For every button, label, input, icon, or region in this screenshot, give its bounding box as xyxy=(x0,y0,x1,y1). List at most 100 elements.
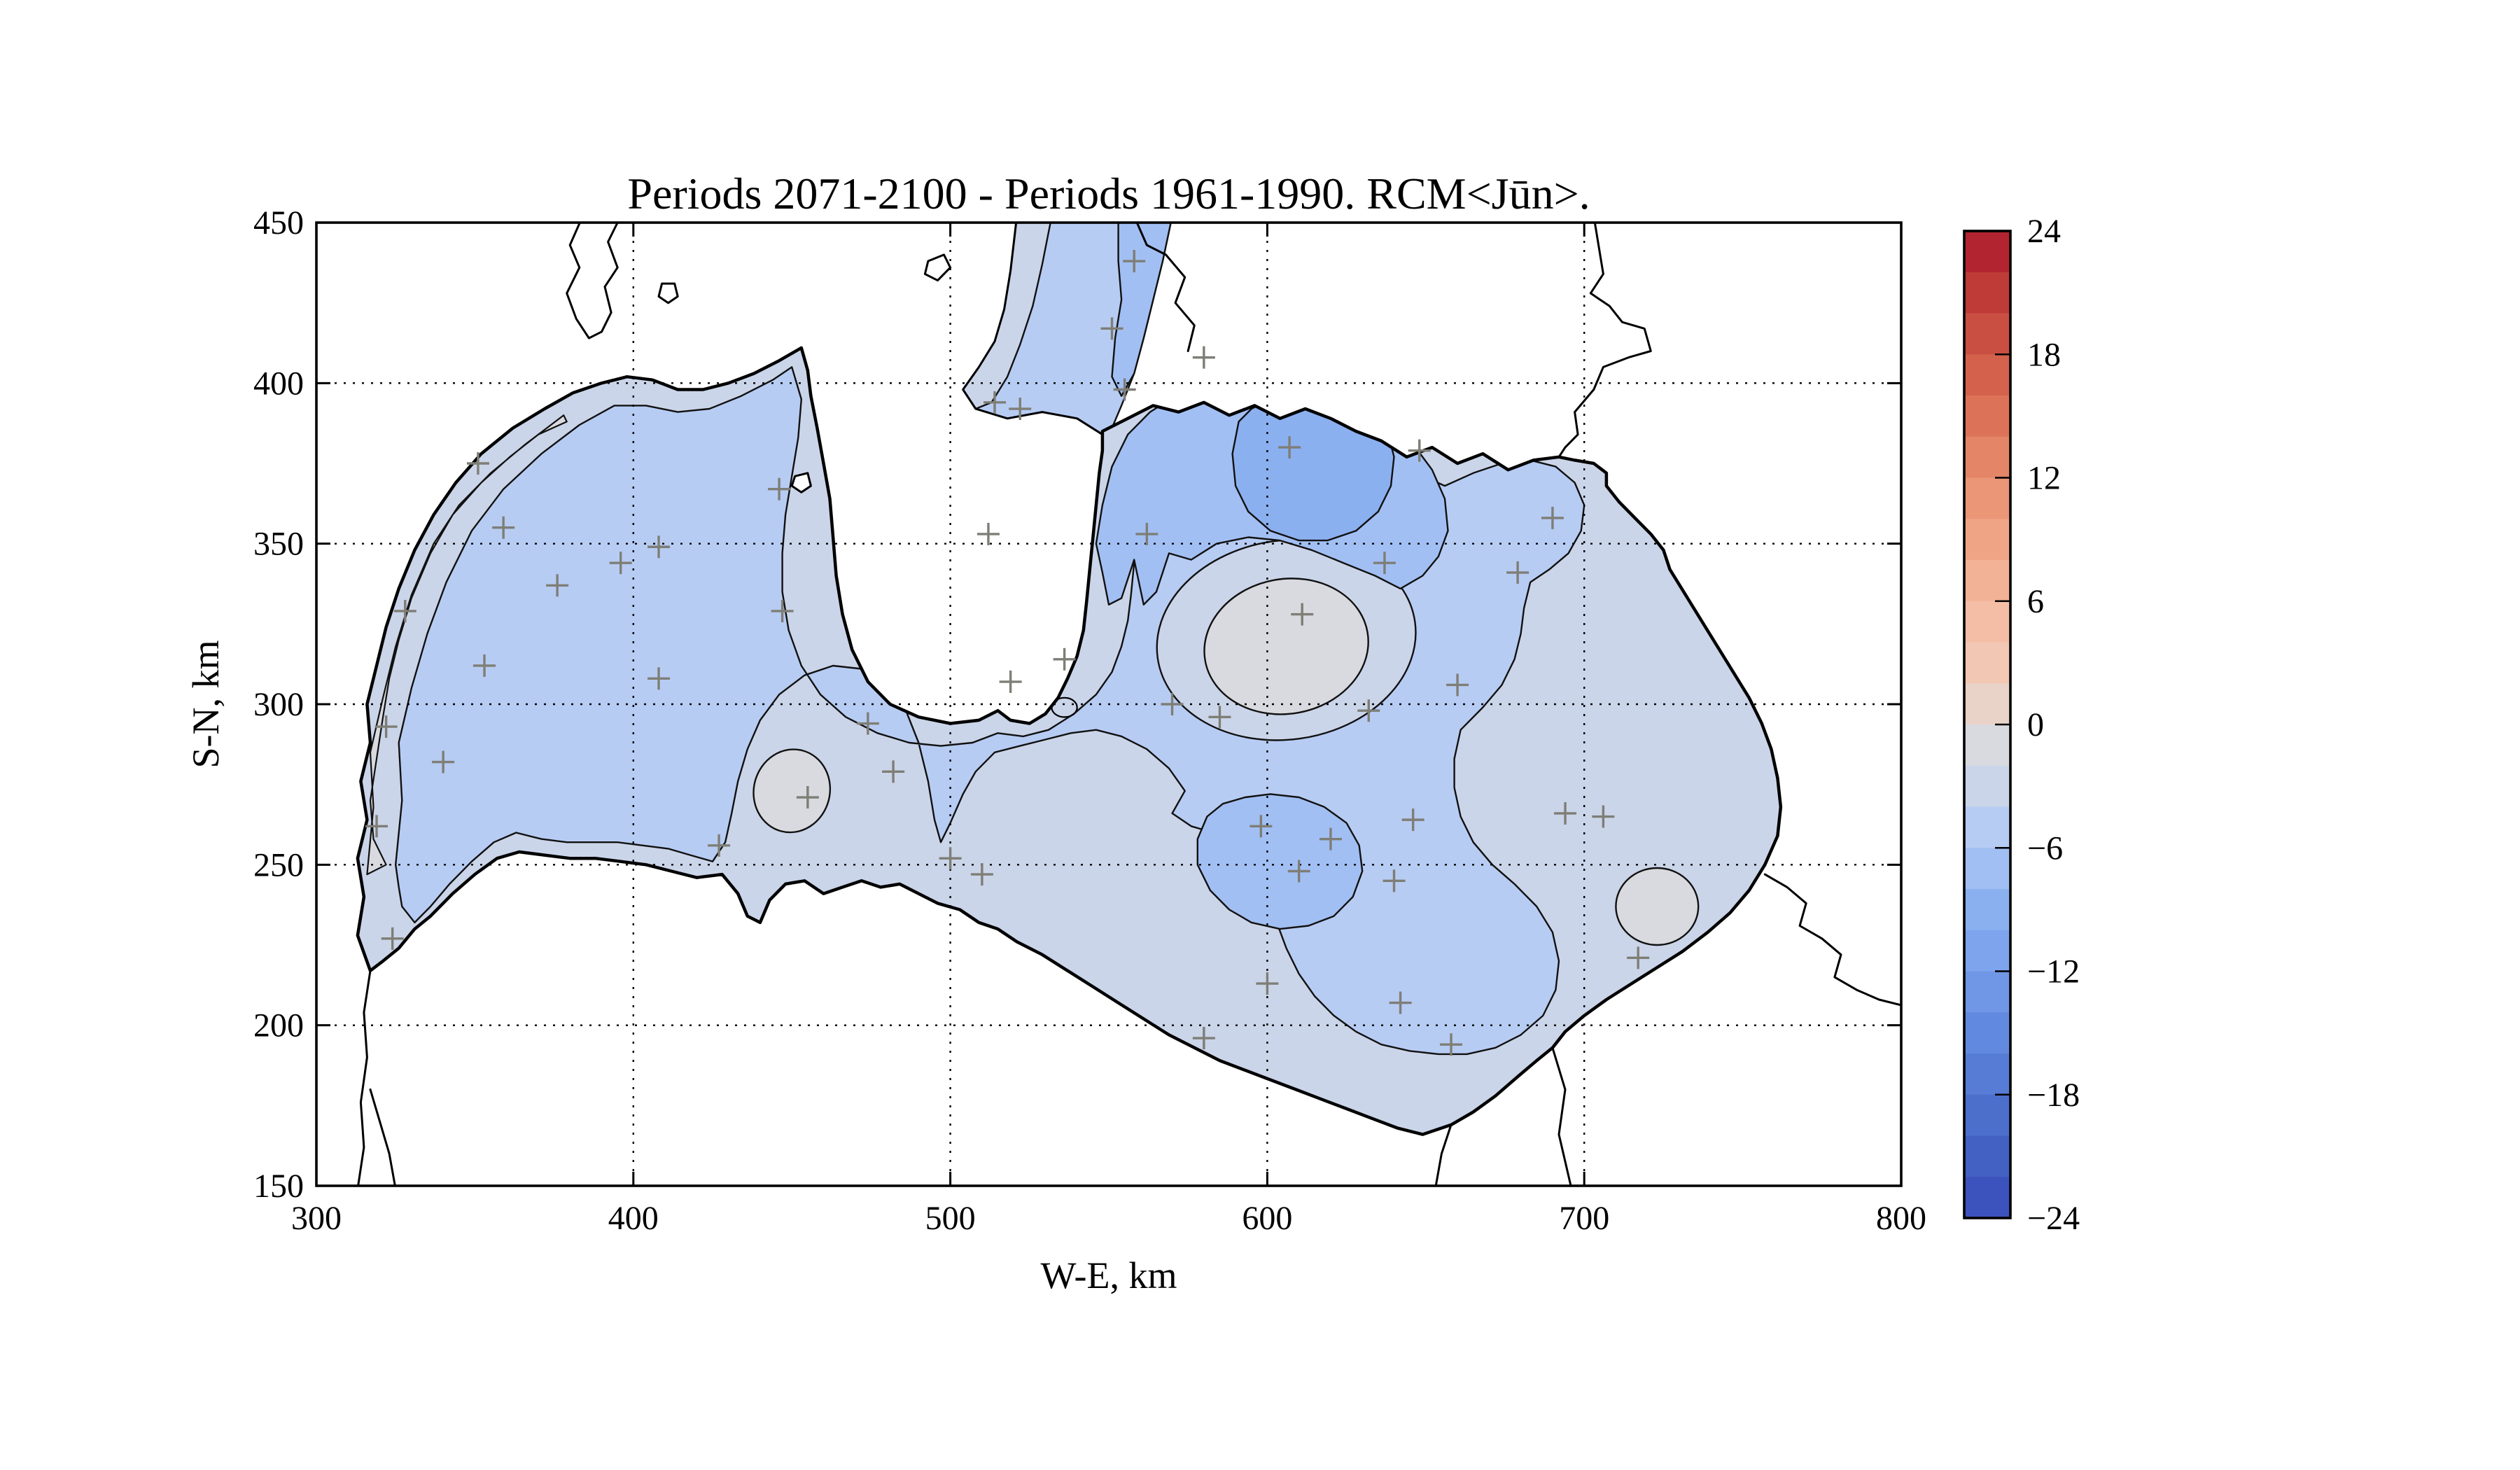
y-axis-tick-label: 150 xyxy=(253,1168,304,1205)
station-marker xyxy=(970,863,993,886)
station-marker xyxy=(882,760,905,783)
x-axis-tick-label: 800 xyxy=(1876,1200,1926,1237)
station-markers xyxy=(365,250,1650,1056)
x-axis-tick-label: 500 xyxy=(925,1200,976,1237)
station-marker xyxy=(1250,815,1273,838)
colorbar-band xyxy=(1964,560,2010,602)
band-minus6-minus8-south xyxy=(1196,793,1364,930)
station-marker xyxy=(365,815,388,838)
island-3 xyxy=(923,253,952,282)
station-marker xyxy=(708,834,731,857)
border-line-0 xyxy=(962,223,1104,436)
island-1 xyxy=(657,282,679,304)
colorbar-band xyxy=(1964,642,2010,685)
station-marker xyxy=(466,452,489,475)
colorbar-band xyxy=(1964,683,2010,725)
colorbar-band xyxy=(1964,971,2010,1014)
colorbar-tick-label: −12 xyxy=(2027,953,2080,990)
colorbar-band xyxy=(1964,313,2010,356)
station-marker xyxy=(472,654,496,677)
colorbar-tick-label: −24 xyxy=(2027,1200,2080,1237)
station-marker xyxy=(939,847,962,870)
y-axis-title: S-N, km xyxy=(185,640,227,768)
station-marker xyxy=(492,516,515,539)
station-marker xyxy=(1053,648,1076,671)
colorbar-band xyxy=(1964,930,2010,972)
colorbar-band xyxy=(1964,354,2010,396)
station-marker xyxy=(1256,972,1279,995)
contour-band-ne-strip-dark xyxy=(1111,223,1172,397)
station-marker xyxy=(1389,991,1412,1014)
station-marker xyxy=(1123,250,1146,273)
colorbar-tick-label: 24 xyxy=(2027,213,2061,250)
map-layer xyxy=(356,223,1901,1186)
border-line-1 xyxy=(1135,223,1196,352)
station-marker xyxy=(1506,561,1530,584)
colorbar-band xyxy=(1964,806,2010,849)
station-marker xyxy=(1592,805,1615,828)
station-marker xyxy=(1192,346,1215,369)
grid-layer xyxy=(316,223,1901,1186)
station-marker xyxy=(983,391,1006,414)
station-marker xyxy=(1287,860,1310,883)
x-axis-tick-label: 600 xyxy=(1242,1200,1292,1237)
colorbar-band xyxy=(1964,765,2010,808)
station-marker xyxy=(1357,699,1380,722)
station-marker xyxy=(1446,673,1469,696)
station-marker xyxy=(1135,522,1158,545)
band-0-minus2-coast-strip xyxy=(366,414,568,876)
station-marker xyxy=(1541,506,1564,529)
x-axis-tick-label: 400 xyxy=(608,1200,659,1237)
axes-frame xyxy=(315,221,1903,1187)
station-marker xyxy=(1373,552,1396,575)
station-marker xyxy=(771,599,794,622)
colorbar-band xyxy=(1964,1012,2010,1054)
border-line-2 xyxy=(1558,223,1652,458)
colorbar: 24 18 12 6 0 −6 −12 −18 −24 xyxy=(1963,213,2080,1237)
island-2 xyxy=(790,472,812,493)
station-marker xyxy=(1009,398,1032,421)
station-marker xyxy=(1100,317,1124,340)
colorbar-band xyxy=(1964,272,2010,314)
station-marker xyxy=(1408,439,1431,462)
colorbar-band xyxy=(1964,519,2010,561)
colorbar-band xyxy=(1964,1054,2010,1096)
station-marker xyxy=(1627,946,1650,969)
station-marker xyxy=(546,574,569,597)
y-axis-tick-label: 400 xyxy=(253,365,304,402)
station-marker xyxy=(1113,378,1136,401)
colorbar-band xyxy=(1964,889,2010,931)
y-axis-tick-label: 450 xyxy=(253,204,304,241)
colorbar-band xyxy=(1964,1135,2010,1178)
colorbar-band xyxy=(1964,231,2010,273)
colorbar-tick-label: −6 xyxy=(2027,830,2063,867)
colorbar-tick-label: 18 xyxy=(2027,336,2061,373)
y-axis-tick-label: 350 xyxy=(253,526,304,563)
station-marker xyxy=(976,522,1000,545)
station-marker xyxy=(432,750,455,774)
latvia-outline xyxy=(356,346,1783,1136)
station-marker xyxy=(999,670,1022,693)
colorbar-tick-label: 0 xyxy=(2027,706,2044,743)
band-0-minus2-central xyxy=(1203,578,1369,715)
station-marker xyxy=(374,715,398,738)
station-marker xyxy=(1554,802,1577,825)
colorbar-tick-label: −18 xyxy=(2027,1077,2080,1114)
colorbar-band xyxy=(1964,724,2010,766)
island-0 xyxy=(566,223,619,340)
colorbar-band xyxy=(1964,601,2010,643)
station-marker xyxy=(609,552,632,575)
station-marker xyxy=(768,477,791,500)
border-line-5 xyxy=(1434,1124,1452,1186)
lake-outline xyxy=(1051,696,1078,718)
station-marker xyxy=(1401,808,1424,832)
station-marker xyxy=(648,536,671,559)
station-marker xyxy=(393,599,416,622)
station-marker xyxy=(1192,1027,1215,1050)
station-marker xyxy=(1208,706,1231,729)
station-marker xyxy=(1291,603,1314,626)
colorbar-band xyxy=(1964,1094,2010,1137)
station-marker xyxy=(648,667,671,690)
